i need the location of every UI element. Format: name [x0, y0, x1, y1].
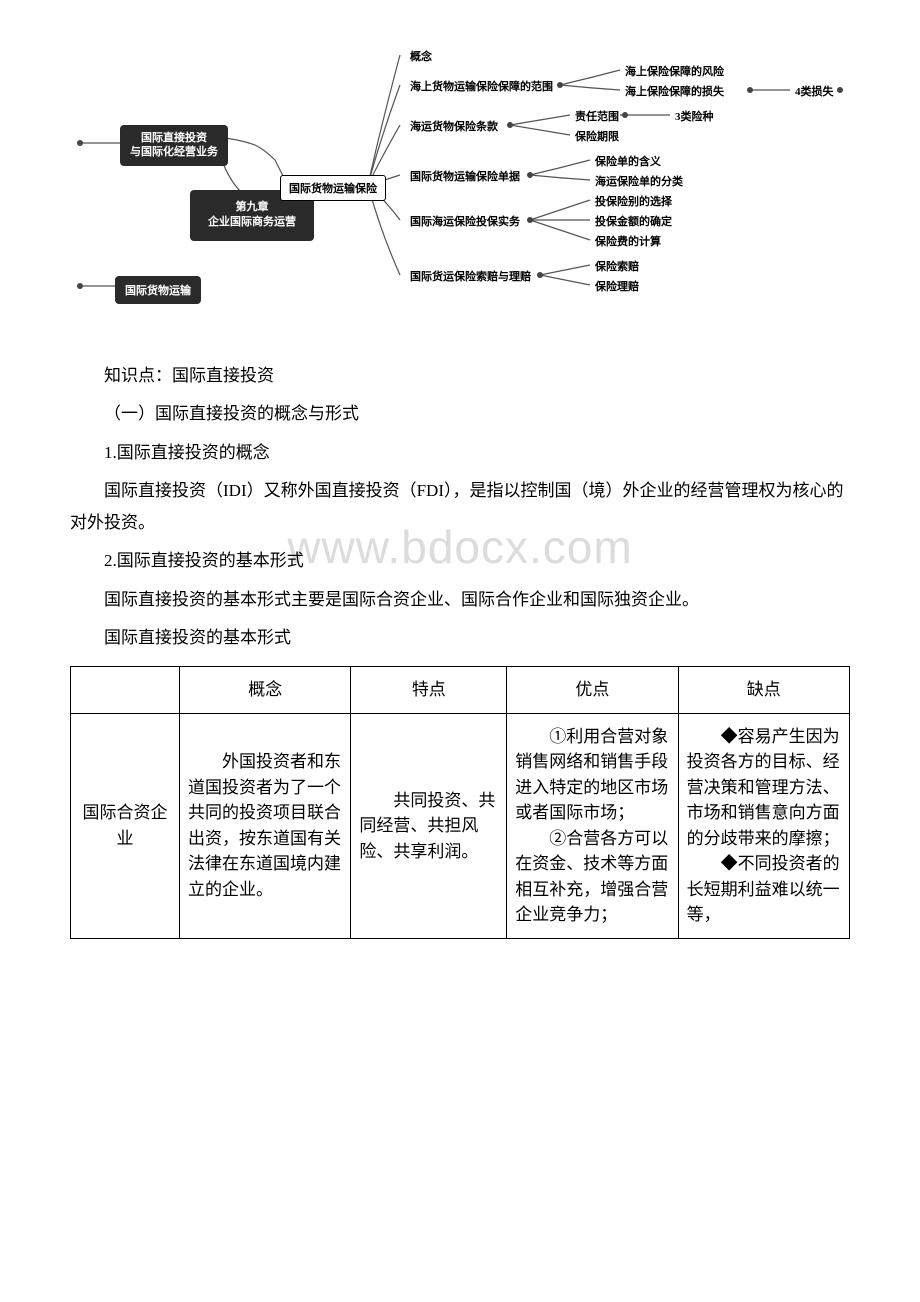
node-r3: 海运货物保险条款	[410, 118, 498, 134]
paragraph: 国际直接投资的基本形式主要是国际合资企业、国际合作企业和国际独资企业。	[70, 584, 850, 616]
node-text: 保险费的计算	[595, 236, 661, 248]
cell-concept: 外国投资者和东道国投资者为了一个共同的投资项目联合出资，按东道国有关法律在东道国…	[180, 713, 351, 938]
node-r5c: 保险费的计算	[595, 233, 661, 249]
node-r4b: 海运保险单的分类	[595, 173, 683, 189]
dot	[527, 172, 533, 178]
paragraph: 知识点：国际直接投资	[70, 360, 850, 392]
node-text: 保险期限	[575, 131, 619, 143]
node-r2a: 海上保险保障的风险	[625, 63, 724, 79]
paragraph: 国际直接投资的基本形式	[70, 622, 850, 654]
node-r5a: 投保险别的选择	[595, 193, 672, 209]
node-text: 海运保险单的分类	[595, 176, 683, 188]
node-r6: 国际货运保险索赔与理赔	[410, 268, 531, 284]
node-mid: 国际货物运输保险	[280, 175, 386, 201]
node-r3a: 责任范围	[575, 108, 619, 124]
node-left-bottom: 国际货物运输	[115, 276, 201, 304]
node-r4a: 保险单的含义	[595, 153, 661, 169]
dot	[527, 217, 533, 223]
dot	[622, 112, 628, 118]
node-text: 保险理赔	[595, 281, 639, 293]
node-text: 海运货物保险条款	[410, 121, 498, 133]
node-r2: 海上货物运输保险保障的范围	[410, 78, 553, 94]
mindmap-diagram: 国际直接投资 与国际化经营业务 第九章 企业国际商务运营 国际货物运输 国际货物…	[70, 30, 850, 330]
dot	[747, 87, 753, 93]
node-r1: 概念	[410, 48, 432, 64]
node-r3a-tail: 3类险种	[675, 108, 714, 124]
forms-table: 概念 特点 优点 缺点 国际合资企业 外国投资者和东道国投资者为了一个共同的投资…	[70, 666, 850, 939]
paragraph: 2.国际直接投资的基本形式	[70, 545, 850, 577]
node-text: 保险单的含义	[595, 156, 661, 168]
cell-con: ◆容易产生因为投资各方的目标、经营决策和管理方法、市场和销售意向方面的分歧带来的…	[678, 713, 849, 938]
node-text: 海上保险保障的损失	[625, 86, 724, 98]
node-r5: 国际海运保险投保实务	[410, 213, 520, 229]
node-r4: 国际货物运输保险单据	[410, 168, 520, 184]
node-text: 国际货物运输保险单据	[410, 171, 520, 183]
node-r5b: 投保金额的确定	[595, 213, 672, 229]
node-text: 第九章	[236, 201, 269, 213]
node-r6b: 保险理赔	[595, 278, 639, 294]
dot	[77, 283, 83, 289]
dot	[507, 122, 513, 128]
node-text: 与国际化经营业务	[130, 146, 218, 158]
dot	[537, 272, 543, 278]
header-cell: 优点	[507, 667, 678, 714]
node-text: 海上货物运输保险保障的范围	[410, 81, 553, 93]
node-text: 国际货运保险索赔与理赔	[410, 271, 531, 283]
node-text: 国际直接投资	[141, 132, 207, 144]
cell-feature: 共同投资、共同经营、共担风险、共享利润。	[351, 713, 507, 938]
node-text: 海上保险保障的风险	[625, 66, 724, 78]
dot	[77, 140, 83, 146]
forms-table-wrapper: 概念 特点 优点 缺点 国际合资企业 外国投资者和东道国投资者为了一个共同的投资…	[70, 666, 850, 939]
table-row: 国际合资企业 外国投资者和东道国投资者为了一个共同的投资项目联合出资，按东道国有…	[71, 713, 850, 938]
node-text: 保险索赔	[595, 261, 639, 273]
header-cell: 特点	[351, 667, 507, 714]
node-text: 企业国际商务运营	[208, 216, 296, 228]
row-label: 国际合资企业	[71, 713, 180, 938]
node-text: 3类险种	[675, 111, 714, 123]
node-text: 国际货物运输	[125, 285, 191, 297]
node-r3b: 保险期限	[575, 128, 619, 144]
node-text: 概念	[410, 51, 432, 63]
node-r6a: 保险索赔	[595, 258, 639, 274]
dot	[557, 82, 563, 88]
paragraph: 国际直接投资（IDI）又称外国直接投资（FDI），是指以控制国（境）外企业的经营…	[70, 475, 850, 540]
header-cell: 概念	[180, 667, 351, 714]
node-r2b: 海上保险保障的损失	[625, 83, 724, 99]
node-r2b-tail: 4类损失	[795, 83, 834, 99]
paragraph: 1.国际直接投资的概念	[70, 437, 850, 469]
node-text: 投保金额的确定	[595, 216, 672, 228]
node-left-top: 国际直接投资 与国际化经营业务	[120, 125, 228, 166]
dot	[837, 87, 843, 93]
node-text: 投保险别的选择	[595, 196, 672, 208]
paragraph: （一）国际直接投资的概念与形式	[70, 398, 850, 430]
document-body: 知识点：国际直接投资 （一）国际直接投资的概念与形式 1.国际直接投资的概念 国…	[70, 360, 850, 939]
node-text: 责任范围	[575, 111, 619, 123]
table-header-row: 概念 特点 优点 缺点	[71, 667, 850, 714]
header-cell	[71, 667, 180, 714]
node-text: 4类损失	[795, 86, 834, 98]
node-text: 国际货物运输保险	[289, 183, 377, 195]
node-text: 国际海运保险投保实务	[410, 216, 520, 228]
cell-pro: ①利用合营对象销售网络和销售手段进入特定的地区市场或者国际市场；②合营各方可以在…	[507, 713, 678, 938]
header-cell: 缺点	[678, 667, 849, 714]
